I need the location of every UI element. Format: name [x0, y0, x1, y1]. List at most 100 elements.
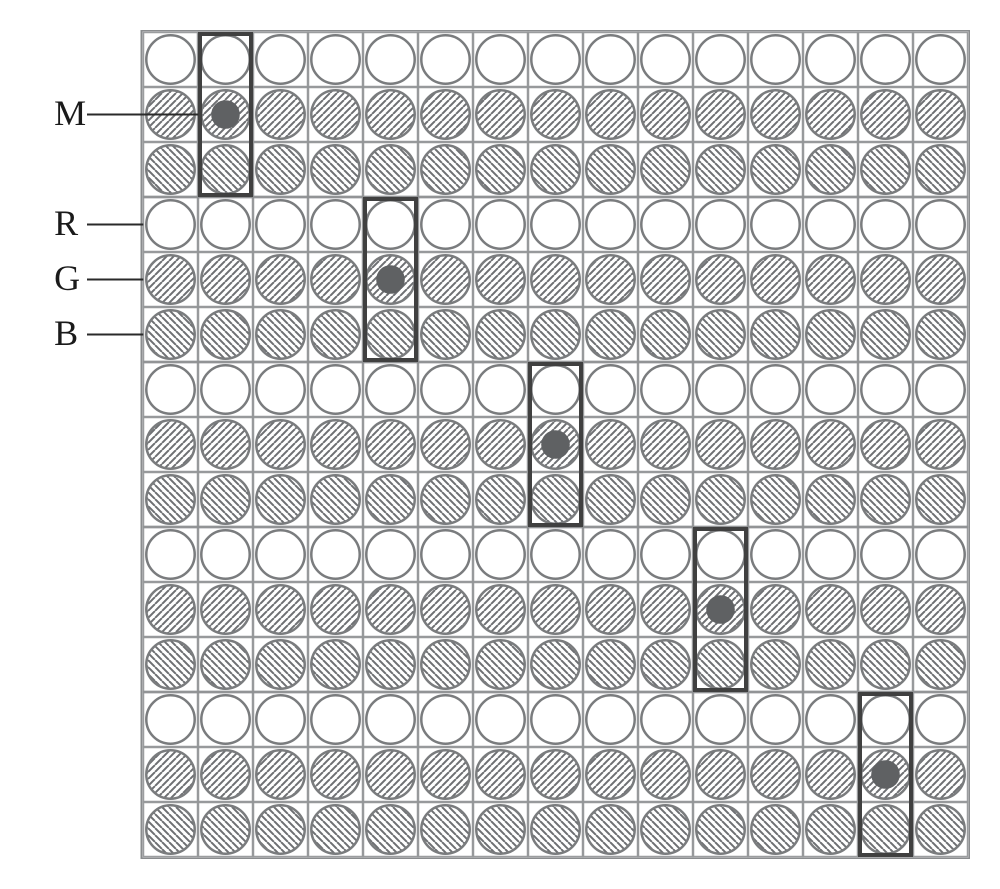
pixel-g: [366, 420, 414, 468]
pixel-g: [806, 255, 854, 303]
pixel-g: [201, 420, 249, 468]
pixel-b: [531, 145, 579, 193]
pixel-b: [256, 805, 304, 853]
pixel-b: [641, 310, 689, 358]
pixel-g: [201, 585, 249, 633]
pixel-g: [916, 585, 964, 633]
pixel-b: [696, 310, 744, 358]
pixel-g: [696, 750, 744, 798]
pixel-b: [201, 145, 249, 193]
pixel-g: [861, 585, 909, 633]
pixel-b: [146, 310, 194, 358]
pixel-g: [806, 585, 854, 633]
pixel-g: [421, 255, 469, 303]
pixel-b: [201, 805, 249, 853]
pixel-b: [476, 475, 524, 523]
pixel-b: [311, 805, 359, 853]
pixel-g: [861, 90, 909, 138]
pixel-g: [421, 420, 469, 468]
pixel-b: [861, 475, 909, 523]
pixel-b: [421, 805, 469, 853]
pixel-b: [641, 640, 689, 688]
pixel-b: [696, 145, 744, 193]
pixel-b: [641, 145, 689, 193]
pixel-b: [751, 145, 799, 193]
pixel-b: [256, 145, 304, 193]
pixel-b: [201, 475, 249, 523]
pixel-b: [806, 145, 854, 193]
pixel-b: [586, 640, 634, 688]
marker-dot: [871, 760, 900, 789]
diagram-stage: M R G B: [31, 30, 970, 859]
pixel-b: [366, 805, 414, 853]
pixel-b: [586, 475, 634, 523]
pixel-g: [806, 750, 854, 798]
marker-dot: [211, 100, 240, 129]
pixel-b: [366, 475, 414, 523]
pixel-b: [806, 475, 854, 523]
pixel-g: [201, 750, 249, 798]
pixel-b: [751, 310, 799, 358]
pixel-g: [586, 750, 634, 798]
pixel-g: [696, 255, 744, 303]
pixel-g: [531, 90, 579, 138]
pixel-g: [751, 750, 799, 798]
pixel-g: [641, 255, 689, 303]
pixel-b: [696, 805, 744, 853]
pixel-g: [476, 90, 524, 138]
pixel-b: [366, 145, 414, 193]
pixel-g: [421, 90, 469, 138]
pixel-b: [531, 805, 579, 853]
marker-dot: [706, 595, 735, 624]
pixel-g: [641, 90, 689, 138]
pixel-b: [586, 310, 634, 358]
marker-dot: [541, 430, 570, 459]
pixel-g: [146, 585, 194, 633]
pixel-b: [421, 310, 469, 358]
pixel-b: [146, 640, 194, 688]
pixel-b: [476, 640, 524, 688]
pixel-b: [421, 475, 469, 523]
pixel-g: [916, 255, 964, 303]
pixel-b: [861, 805, 909, 853]
pixel-g: [146, 420, 194, 468]
pixel-g: [531, 255, 579, 303]
pixel-g: [751, 90, 799, 138]
pixel-b: [476, 310, 524, 358]
pixel-b: [256, 640, 304, 688]
label-r: R: [54, 205, 78, 241]
pixel-g: [641, 585, 689, 633]
pixel-g: [751, 585, 799, 633]
pixel-b: [806, 640, 854, 688]
pixel-g: [421, 750, 469, 798]
pixel-b: [806, 310, 854, 358]
pixel-g: [751, 420, 799, 468]
pixel-g: [861, 255, 909, 303]
pixel-b: [201, 310, 249, 358]
pixel-b: [311, 640, 359, 688]
pixel-b: [531, 475, 579, 523]
pixel-b: [366, 640, 414, 688]
pixel-g: [311, 420, 359, 468]
pixel-b: [586, 145, 634, 193]
pixel-b: [751, 475, 799, 523]
pixel-b: [201, 640, 249, 688]
pixel-g: [531, 750, 579, 798]
pixel-g: [641, 750, 689, 798]
pixel-b: [916, 145, 964, 193]
pixel-g: [366, 90, 414, 138]
pixel-b: [806, 805, 854, 853]
pixel-b: [311, 475, 359, 523]
pixel-g: [476, 255, 524, 303]
pixel-g: [696, 420, 744, 468]
pixel-g: [586, 585, 634, 633]
label-m: M: [54, 95, 86, 131]
pixel-b: [751, 640, 799, 688]
pixel-g: [256, 585, 304, 633]
pixel-g: [421, 585, 469, 633]
pixel-grid: [31, 30, 970, 859]
pixel-b: [421, 640, 469, 688]
pixel-g: [861, 420, 909, 468]
pixel-b: [421, 145, 469, 193]
pixel-b: [916, 310, 964, 358]
